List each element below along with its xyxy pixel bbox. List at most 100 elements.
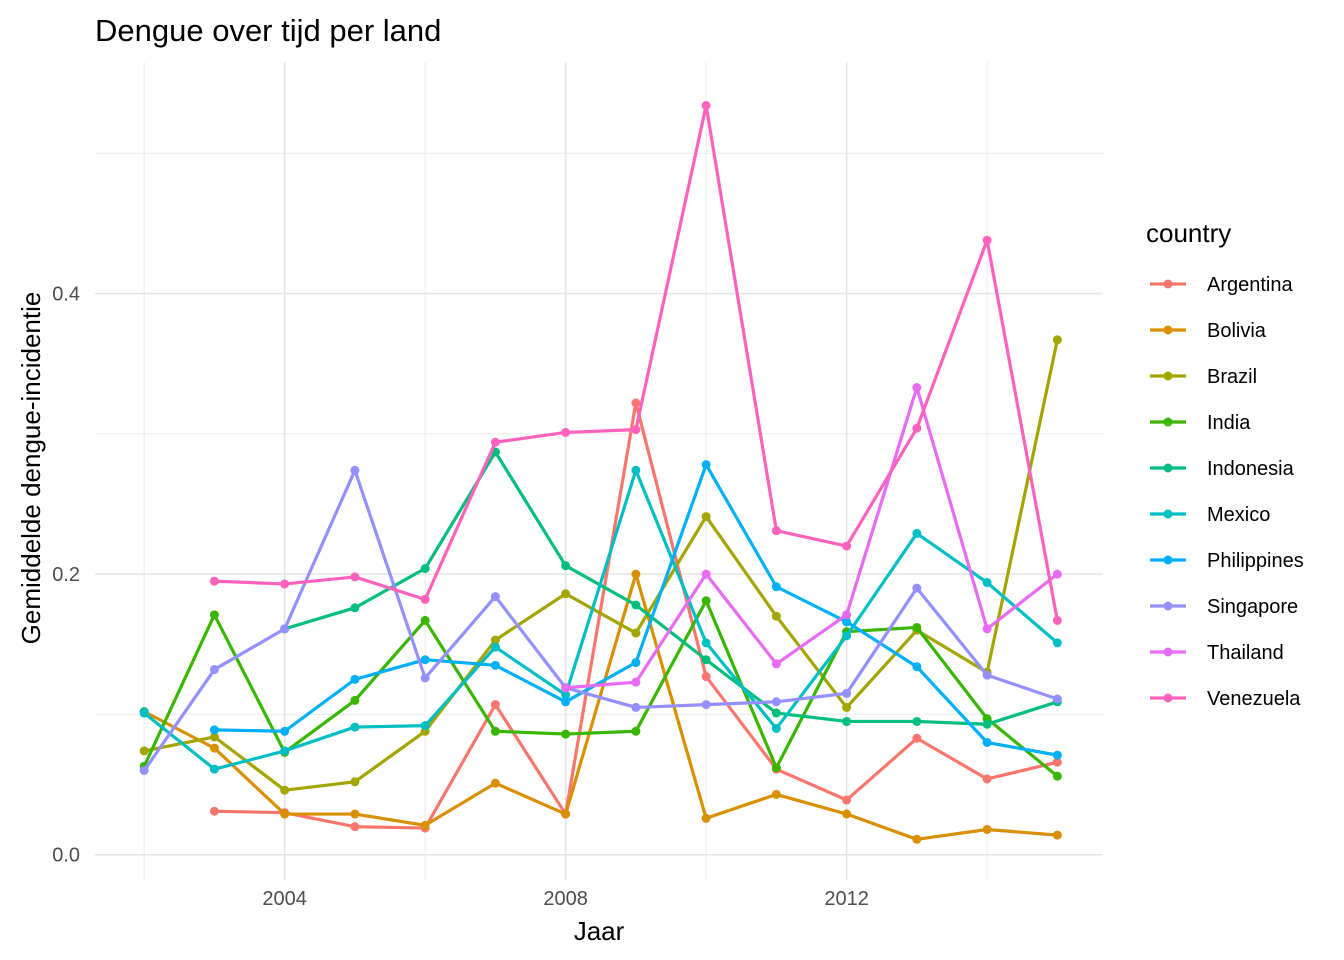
- x-axis-tick-labels: 2004 2008 2012: [262, 888, 868, 910]
- series-line-mexico: [143, 468, 1059, 771]
- data-point-philippines: [701, 460, 711, 470]
- data-point-brazil: [1052, 335, 1062, 345]
- legend-items: Argentina Bolivia Brazil India Indonesia Mexi…: [1150, 274, 1304, 710]
- data-point-singapore: [982, 670, 992, 680]
- legend-item-philippines: Philippines: [1150, 550, 1304, 572]
- data-point-mexico: [209, 764, 219, 774]
- data-point-mexico: [1052, 638, 1062, 648]
- legend-key-point: [1163, 647, 1173, 657]
- data-point-singapore: [701, 700, 711, 710]
- data-point-bolivia: [280, 809, 290, 819]
- data-point-thailand: [701, 569, 711, 579]
- series-indonesia: [139, 447, 1062, 729]
- legend-label: India: [1207, 412, 1251, 434]
- legend-label: Thailand: [1207, 642, 1284, 664]
- data-point-philippines: [420, 655, 430, 665]
- data-point-brazil: [139, 746, 149, 756]
- data-point-philippines: [209, 725, 219, 735]
- data-point-bolivia: [842, 809, 852, 819]
- data-point-singapore: [490, 592, 500, 602]
- data-point-venezuela: [771, 526, 781, 536]
- legend-key-point: [1163, 509, 1173, 519]
- legend: country Argentina Bolivia Brazil India Indon…: [1146, 218, 1304, 710]
- series-line-brazil: [143, 339, 1059, 792]
- legend-item-indonesia: Indonesia: [1150, 458, 1295, 480]
- data-point-venezuela: [631, 425, 641, 435]
- data-point-mexico: [420, 721, 430, 731]
- series-line-bolivia: [143, 572, 1058, 841]
- data-point-venezuela: [209, 576, 219, 586]
- legend-item-brazil: Brazil: [1150, 366, 1257, 388]
- data-point-brazil: [701, 512, 711, 522]
- data-point-brazil: [561, 589, 571, 599]
- data-point-indonesia: [842, 716, 852, 726]
- data-point-mexico: [982, 578, 992, 588]
- data-point-singapore: [631, 702, 641, 712]
- data-point-india: [631, 726, 641, 736]
- data-point-singapore: [771, 697, 781, 707]
- legend-key-point: [1163, 555, 1173, 565]
- legend-key-point: [1163, 693, 1173, 703]
- data-point-indonesia: [771, 708, 781, 718]
- data-point-singapore: [350, 465, 360, 475]
- data-point-philippines: [280, 726, 290, 736]
- grid-minor: [95, 62, 1103, 880]
- data-point-brazil: [490, 635, 500, 645]
- data-point-singapore: [420, 673, 430, 683]
- data-point-india: [561, 729, 571, 739]
- legend-key-point: [1163, 371, 1173, 381]
- data-point-indonesia: [631, 600, 641, 610]
- data-point-philippines: [350, 674, 360, 684]
- series-venezuela: [209, 100, 1062, 625]
- data-point-thailand: [631, 677, 641, 687]
- data-point-brazil: [631, 628, 641, 638]
- data-point-venezuela: [982, 235, 992, 245]
- data-point-bolivia: [771, 789, 781, 799]
- x-tick-label: 2012: [824, 888, 869, 910]
- y-tick-label: 0.0: [52, 845, 80, 867]
- data-point-bolivia: [561, 809, 571, 819]
- data-point-indonesia: [561, 561, 571, 571]
- data-point-argentina: [631, 398, 641, 408]
- data-point-india: [701, 596, 711, 606]
- data-point-mexico: [139, 708, 149, 718]
- series-india: [139, 596, 1062, 781]
- legend-label: Argentina: [1207, 274, 1293, 296]
- legend-key-point: [1163, 601, 1173, 611]
- data-point-philippines: [912, 662, 922, 672]
- data-point-venezuela: [912, 423, 922, 433]
- data-point-bolivia: [982, 824, 992, 834]
- data-point-venezuela: [701, 100, 711, 110]
- legend-label: Venezuela: [1207, 688, 1301, 710]
- data-point-argentina: [842, 795, 852, 805]
- legend-label: Indonesia: [1207, 458, 1295, 480]
- data-point-philippines: [771, 582, 781, 592]
- legend-item-bolivia: Bolivia: [1150, 320, 1267, 342]
- data-point-indonesia: [420, 564, 430, 574]
- data-point-indonesia: [982, 719, 992, 729]
- legend-label: Brazil: [1207, 366, 1257, 388]
- chart-title: Dengue over tijd per land: [95, 13, 441, 48]
- series-line-thailand: [565, 385, 1059, 690]
- plot-panel: [95, 62, 1103, 880]
- y-axis-tick-labels: 0.0 0.2 0.4: [52, 284, 80, 867]
- data-point-mexico: [350, 722, 360, 732]
- data-point-mexico: [561, 690, 571, 700]
- data-point-bolivia: [350, 809, 360, 819]
- series-mexico: [139, 465, 1062, 774]
- series-singapore: [139, 465, 1062, 776]
- legend-key-point: [1163, 325, 1173, 335]
- data-point-singapore: [139, 766, 149, 776]
- data-point-bolivia: [420, 820, 430, 830]
- data-point-bolivia: [701, 813, 711, 823]
- data-point-india: [771, 763, 781, 773]
- legend-label: Singapore: [1207, 596, 1298, 618]
- data-point-argentina: [350, 822, 360, 832]
- data-point-singapore: [209, 665, 219, 675]
- data-point-singapore: [1052, 694, 1062, 704]
- series-thailand: [561, 383, 1062, 693]
- legend-item-venezuela: Venezuela: [1150, 688, 1301, 710]
- data-point-venezuela: [561, 427, 571, 437]
- y-tick-label: 0.4: [52, 284, 80, 306]
